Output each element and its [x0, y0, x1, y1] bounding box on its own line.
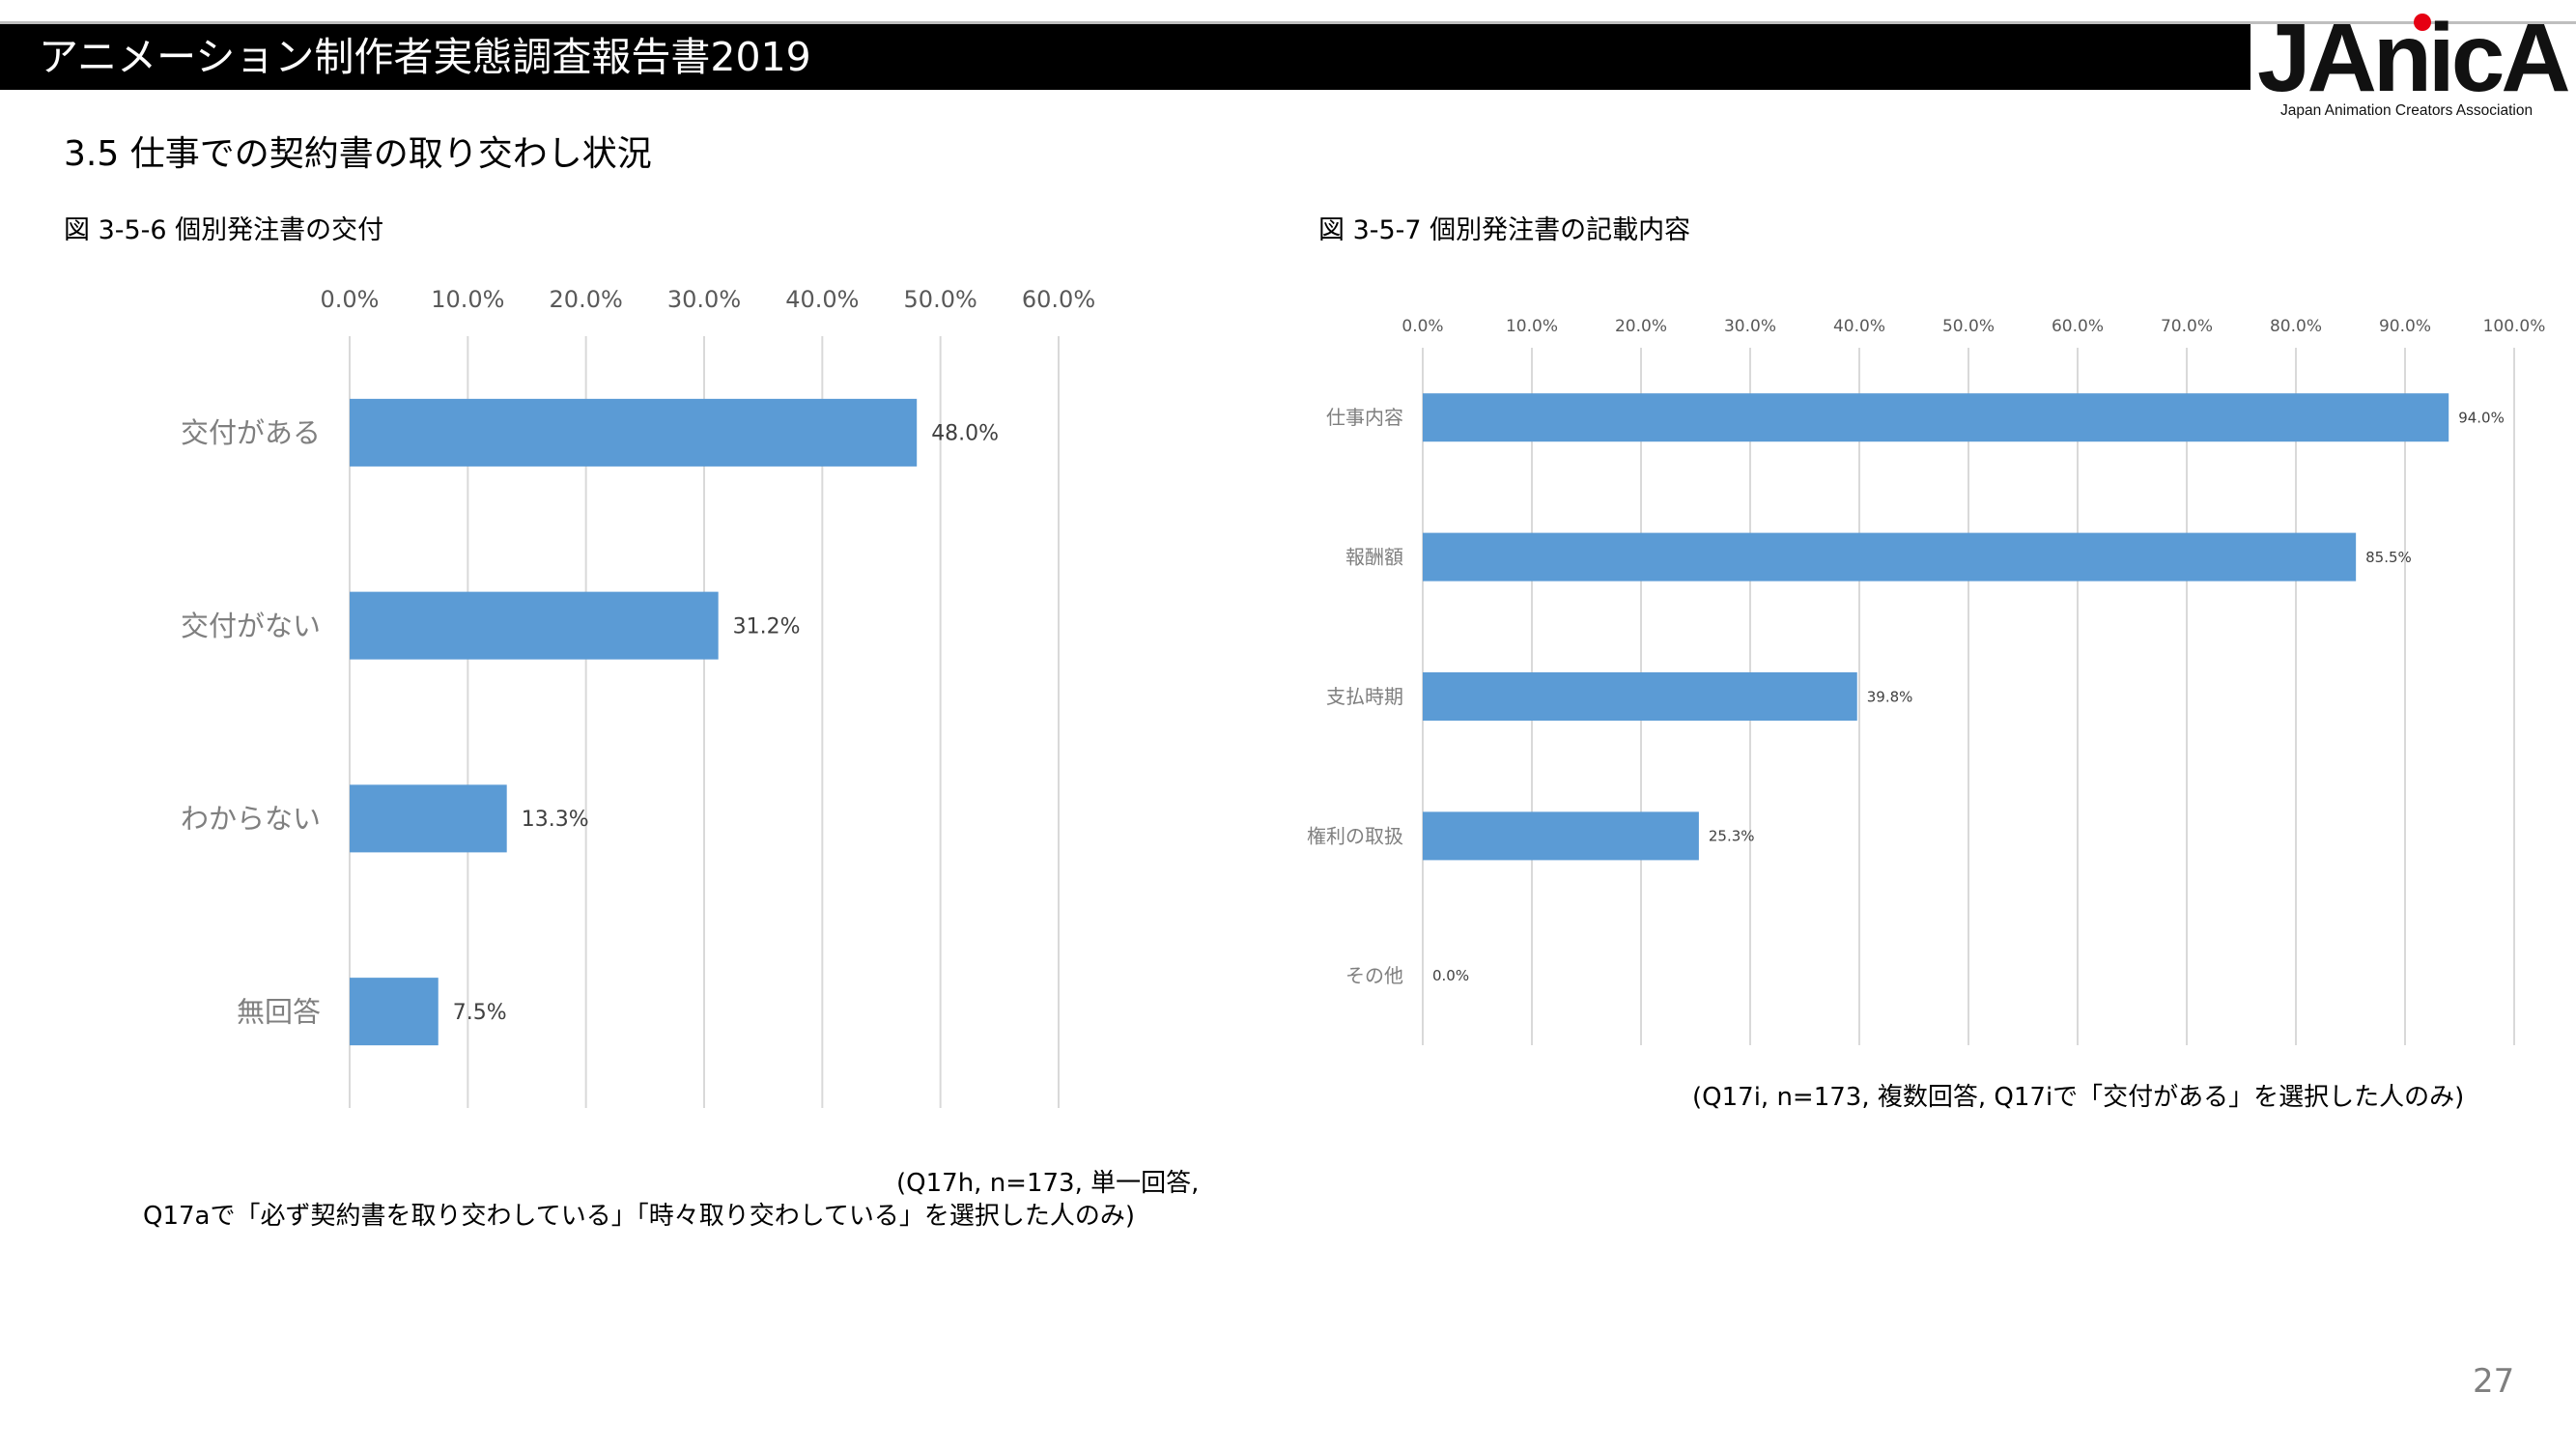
bar [350, 591, 719, 660]
x-tick-label: 0.0% [1401, 317, 1443, 336]
category-label: 無回答 [237, 995, 321, 1028]
bar [1423, 532, 2357, 582]
top-rule [0, 21, 2576, 24]
data-label: 25.3% [1709, 828, 1755, 845]
category-label: 権利の取扱 [1307, 824, 1403, 847]
x-tick-label: 10.0% [431, 286, 504, 313]
x-tick-label: 20.0% [1615, 317, 1667, 336]
x-tick-label: 60.0% [2052, 317, 2104, 336]
x-tick-label: 80.0% [2270, 317, 2322, 336]
data-label: 31.2% [733, 614, 801, 639]
report-title: アニメーション制作者実態調査報告書2019 [39, 34, 811, 80]
section-title: 3.5 仕事での契約書の取り交わし状況 [64, 134, 652, 174]
category-label: 報酬額 [1345, 546, 1403, 569]
category-label: 仕事内容 [1326, 406, 1403, 429]
janica-logo: JAnicA Japan Animation Creators Associat… [2246, 10, 2574, 126]
category-label: わからない [181, 803, 321, 836]
page-number: 27 [2473, 1362, 2515, 1401]
figure-2-note: (Q17i, n=173, 複数回答, Q17iで「交付がある」を選択した人のみ… [1692, 1083, 2465, 1112]
x-tick-label: 70.0% [2161, 317, 2213, 336]
bar [350, 398, 918, 467]
x-tick-label: 50.0% [904, 286, 977, 313]
bar [1423, 672, 1857, 721]
x-tick-label: 40.0% [785, 286, 859, 313]
bar [350, 978, 439, 1046]
x-tick-label: 10.0% [1506, 317, 1558, 336]
category-label: 支払時期 [1326, 685, 1403, 708]
data-label: 13.3% [522, 808, 589, 832]
bar [350, 784, 507, 853]
category-label: 交付がある [181, 416, 321, 449]
category-label: 交付がない [181, 610, 321, 642]
figure-1-note-line-2: Q17aで「必ず契約書を取り交わしている」「時々取り交わしている」を選択した人の… [143, 1202, 1136, 1231]
data-label: 7.5% [453, 1001, 507, 1025]
logo-red-dot [2414, 14, 2431, 31]
data-label: 48.0% [931, 422, 999, 446]
data-label: 85.5% [2365, 549, 2412, 566]
x-tick-label: 30.0% [1724, 317, 1776, 336]
x-tick-label: 40.0% [1833, 317, 1885, 336]
x-tick-label: 50.0% [1942, 317, 1995, 336]
logo-subtitle: Japan Animation Creators Association [2280, 102, 2534, 119]
category-label: その他 [1345, 964, 1403, 987]
bar [1423, 393, 2449, 442]
x-tick-label: 100.0% [2483, 317, 2546, 336]
figure-1-note-line-1: (Q17h, n=173, 単一回答, [896, 1169, 1200, 1198]
bar [1423, 811, 1699, 861]
x-tick-label: 30.0% [667, 286, 741, 313]
figure-2-title: 図 3-5-7 個別発注書の記載内容 [1318, 215, 1691, 245]
data-label: 0.0% [1432, 967, 1469, 984]
x-tick-label: 0.0% [321, 286, 380, 313]
data-label: 94.0% [2458, 409, 2505, 426]
header-bar: アニメーション制作者実態調査報告書2019 [0, 24, 2250, 90]
figure-1-title: 図 3-5-6 個別発注書の交付 [64, 215, 384, 245]
x-tick-label: 90.0% [2379, 317, 2431, 336]
data-label: 39.8% [1867, 688, 1913, 705]
x-tick-label: 20.0% [550, 286, 623, 313]
x-tick-label: 60.0% [1022, 286, 1095, 313]
